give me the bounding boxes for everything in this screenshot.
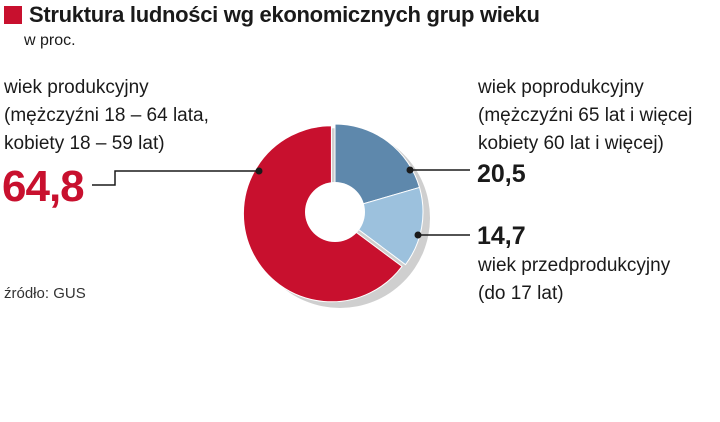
pre-productive-leader-dot [415, 232, 422, 239]
post-productive-label-line1: wiek poprodukcyjny [478, 74, 644, 102]
pre-productive-label-line2: (do 17 lat) [478, 280, 564, 308]
productive-label-line2: (mężczyźni 18 – 64 lata, [4, 102, 209, 130]
post-productive-leader-dot [407, 167, 414, 174]
donut-hole [305, 182, 365, 242]
productive-leader-dot [256, 168, 263, 175]
source-note: źródło: GUS [4, 285, 86, 302]
productive-value: 64,8 [2, 162, 84, 212]
pre-productive-value: 14,7 [477, 222, 526, 251]
post-productive-value: 20,5 [477, 160, 526, 189]
pre-productive-label-line1: wiek przedprodukcyjny [478, 252, 670, 280]
post-productive-label-line2: (mężczyźni 65 lat i więcej [478, 102, 692, 130]
productive-label-line3: kobiety 18 – 59 lat) [4, 130, 165, 158]
post-productive-label-line3: kobiety 60 lat i więcej) [478, 130, 664, 158]
productive-leader [92, 171, 259, 185]
productive-label-line1: wiek produkcyjny [4, 74, 149, 102]
